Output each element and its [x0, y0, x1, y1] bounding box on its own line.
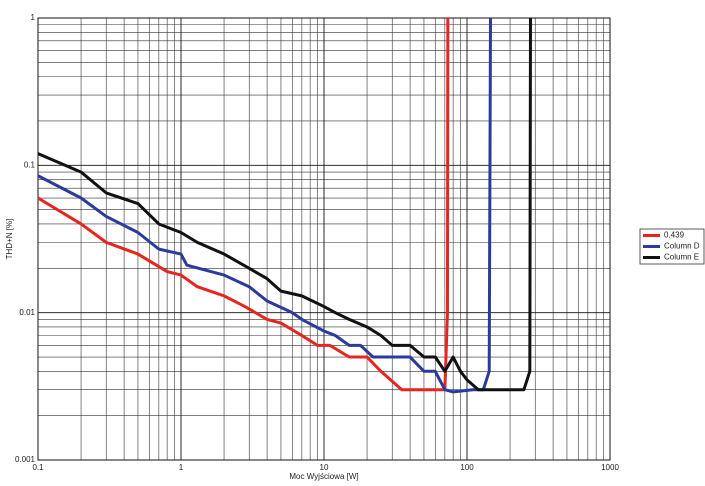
series-line: [37, 17, 532, 392]
y-tick-label: 0.1: [24, 160, 36, 169]
y-tick-label: 0.01: [19, 308, 35, 317]
y-axis-label: THD+N [%]: [5, 219, 14, 260]
y-tick-label: 0.001: [15, 455, 36, 464]
series-line: [37, 17, 493, 394]
series-line: [37, 17, 450, 392]
x-tick-label: 1000: [601, 463, 619, 472]
x-axis-label: Moc Wyjściowa [W]: [289, 472, 358, 481]
y-tick-label: 1: [31, 13, 36, 22]
x-tick-label: 1: [179, 463, 184, 472]
x-tick-label: 0.1: [32, 463, 44, 472]
x-tick-label: 100: [460, 463, 474, 472]
plot-frame: [37, 17, 611, 461]
x-tick-label: 10: [320, 463, 329, 472]
legend-label: 0.439: [664, 231, 685, 240]
legend-label: Column E: [664, 253, 699, 262]
legend-label: Column D: [664, 242, 700, 251]
